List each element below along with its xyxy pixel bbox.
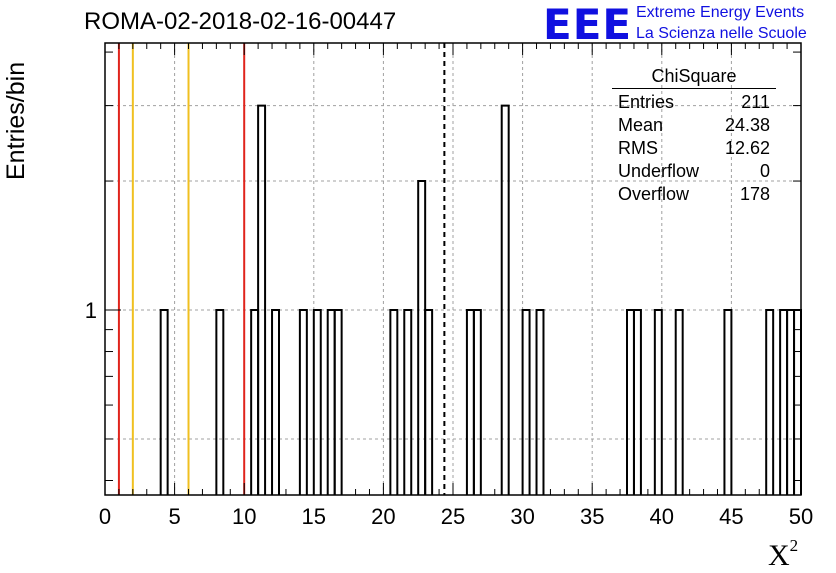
y-axis-label: Entries/bin (2, 61, 30, 180)
stats-value: 211 (741, 92, 770, 112)
histogram-bin (417, 180, 427, 495)
histogram-bin (674, 309, 684, 495)
stats-value: 12.62 (724, 138, 770, 158)
x-tick-label: 45 (719, 504, 743, 529)
histogram-bin (298, 309, 308, 495)
histogram-bin (500, 104, 510, 495)
stats-value: 178 (739, 184, 770, 204)
x-tick-label: 30 (510, 504, 534, 529)
logo-tagline-1: Extreme Energy Events (636, 4, 805, 21)
logo-tagline-2: La Scienza nelle Scuole (636, 25, 807, 42)
stats-row-mean: Mean 24.38 (612, 115, 776, 138)
stats-label: Underflow (618, 161, 700, 181)
y-tick-label: 1 (85, 298, 97, 323)
x-tick-label: 5 (168, 504, 180, 529)
histogram-bin (779, 309, 789, 495)
stats-label: RMS (618, 138, 658, 158)
stats-row-underflow: Underflow 0 (612, 161, 776, 184)
x-tick-label: 25 (441, 504, 465, 529)
histogram-bin (250, 309, 260, 495)
histogram-bin (312, 309, 322, 495)
stats-row-rms: RMS 12.62 (612, 138, 776, 161)
x-tick-label: 50 (789, 504, 813, 529)
stats-value: 0 (759, 161, 770, 181)
x-tick-label: 40 (650, 504, 674, 529)
histogram-bin (765, 309, 775, 495)
x-tick-label: 15 (302, 504, 326, 529)
stats-value: 24.38 (724, 115, 770, 135)
histogram-bin (389, 309, 399, 495)
histogram-bin (159, 309, 169, 495)
stats-box: ChiSquare Entries 211 Mean 24.38 RMS 12.62 … (612, 66, 776, 207)
histogram-bin (653, 309, 663, 495)
histogram-bin (326, 309, 336, 495)
stats-label: Entries (618, 92, 675, 112)
histogram-bin (333, 309, 343, 495)
histogram-bin (786, 309, 796, 495)
stats-row-entries: Entries 211 (612, 92, 776, 115)
chart-title: ROMA-02-2018-02-16-00447 (84, 8, 397, 35)
stats-label: Overflow (618, 184, 690, 204)
x-tick-label: 10 (232, 504, 256, 529)
histogram-bin (521, 309, 531, 495)
x-tick-label: 20 (371, 504, 395, 529)
histogram-bin (257, 104, 267, 495)
histogram-bin (215, 309, 225, 495)
x-tick-label: 0 (99, 504, 111, 529)
histogram-bin (535, 309, 545, 495)
stats-label: Mean (618, 115, 664, 135)
histogram-bin (424, 309, 434, 495)
x-axis-label-base: X (768, 539, 790, 572)
stats-row-overflow: Overflow 178 (612, 184, 776, 207)
histogram-bin (472, 309, 482, 495)
histogram-bin (271, 309, 280, 495)
histogram-bin (626, 309, 635, 495)
x-tick-label: 35 (580, 504, 604, 529)
histogram-bin (632, 309, 642, 495)
eee-logo: EEE (543, 0, 633, 49)
histogram-bin (793, 309, 802, 495)
x-axis-label: X2 (768, 536, 798, 573)
x-axis-label-superscript: 2 (789, 536, 799, 555)
histogram-bin (723, 309, 733, 495)
histogram-bin (465, 309, 475, 495)
histogram-bin (403, 309, 413, 495)
stats-header: ChiSquare (612, 66, 776, 89)
